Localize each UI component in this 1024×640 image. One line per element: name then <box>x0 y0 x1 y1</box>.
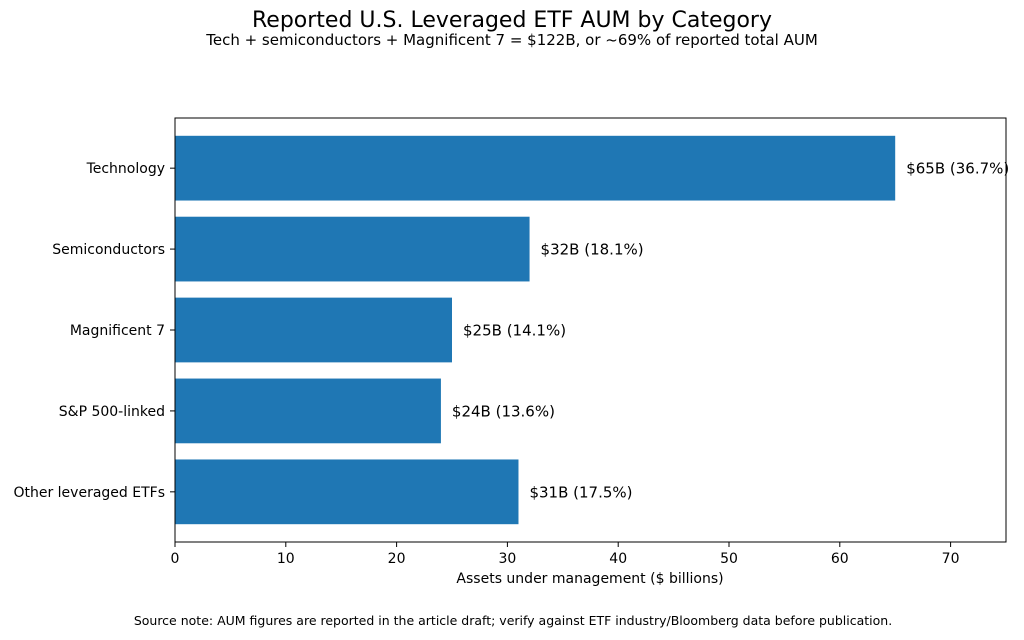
x-tick-label: 0 <box>171 551 180 567</box>
data-label: $31B (17.5%) <box>529 483 632 501</box>
x-axis-label: Assets under management ($ billions) <box>456 571 723 587</box>
y-tick-label: Semiconductors <box>52 242 165 258</box>
data-label: $24B (13.6%) <box>452 402 555 420</box>
footnote: Source note: AUM figures are reported in… <box>134 613 892 628</box>
chart-title: Reported U.S. Leveraged ETF AUM by Categ… <box>252 8 772 33</box>
y-tick-label: Other leveraged ETFs <box>13 485 165 501</box>
bar <box>175 378 441 444</box>
x-tick-label: 60 <box>831 551 849 567</box>
data-label: $65B (36.7%) <box>906 160 1009 178</box>
y-tick-label: S&P 500-linked <box>59 404 165 420</box>
data-label: $32B (18.1%) <box>541 241 644 259</box>
bars-layer: $65B (36.7%) $32B (18.1%) $25B (14.1%) $24B… <box>175 135 1009 525</box>
axes-layer: Technology Semiconductors Magnificent 7 S&P… <box>13 117 1007 567</box>
bar <box>175 459 519 525</box>
x-tick-label: 40 <box>609 551 627 567</box>
plot-frame <box>174 117 1007 543</box>
x-tick-label: 30 <box>498 551 516 567</box>
chart-subtitle: Tech + semiconductors + Magnificent 7 = … <box>205 31 818 49</box>
x-tick-label: 70 <box>942 551 960 567</box>
bar <box>175 297 452 363</box>
y-tick-label: Magnificent 7 <box>70 323 165 339</box>
x-tick-label: 10 <box>277 551 295 567</box>
bar <box>175 216 530 282</box>
y-tick-label: Technology <box>86 161 165 177</box>
x-tick-label: 20 <box>388 551 406 567</box>
x-tick-label: 50 <box>720 551 738 567</box>
bar <box>175 135 896 201</box>
data-label: $25B (14.1%) <box>463 322 566 340</box>
